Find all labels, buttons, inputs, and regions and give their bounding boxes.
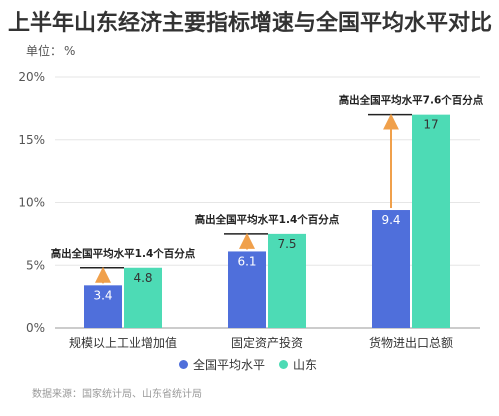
value-label-shandong: 7.5 [277, 237, 296, 251]
chart-title: 上半年山东经济主要指标增速与全国平均水平对比 [8, 11, 493, 36]
legend-item-national: 全国平均水平 [179, 356, 265, 373]
y-tick-label: 0% [26, 321, 45, 335]
value-label-shandong: 4.8 [133, 271, 152, 285]
value-label-national: 9.4 [381, 213, 400, 227]
unit-value: % [64, 44, 76, 58]
y-tick-label: 5% [26, 258, 45, 272]
legend-label-shandong: 山东 [293, 358, 318, 372]
bar-shandong [412, 114, 450, 329]
unit-label: 单位：% [26, 42, 75, 59]
bar-national [372, 210, 410, 328]
legend-label-national: 全国平均水平 [193, 358, 266, 372]
value-label-shandong: 17 [423, 118, 438, 132]
bar-shandong [268, 233, 306, 328]
value-label-national: 3.4 [93, 288, 112, 302]
x-category-label: 固定资产投资 [231, 335, 303, 350]
chart-legend: 全国平均水平 山东 [179, 356, 331, 373]
bar-national [228, 251, 266, 328]
y-tick-label: 20% [18, 70, 45, 84]
y-tick-label: 10% [18, 196, 45, 210]
data-source: 数据来源：国家统计局、山东省统计局 [32, 389, 202, 400]
difference-annotation: 高出全国平均水平7.6个百分点 [339, 94, 484, 107]
x-category-label: 货物进出口总额 [369, 335, 453, 350]
legend-dot-shandong [279, 360, 289, 369]
value-label-national: 6.1 [237, 254, 256, 268]
legend-dot-national [179, 360, 188, 369]
bar-national [84, 285, 122, 328]
difference-annotation: 高出全国平均水平1.4个百分点 [51, 247, 196, 260]
bar-shandong [124, 267, 162, 328]
x-category-label: 规模以上工业增加值 [69, 335, 177, 350]
difference-annotation: 高出全国平均水平1.4个百分点 [195, 213, 340, 226]
legend-item-shandong: 山东 [279, 356, 317, 373]
y-tick-label: 15% [18, 133, 45, 147]
unit-prefix: 单位： [26, 44, 63, 58]
